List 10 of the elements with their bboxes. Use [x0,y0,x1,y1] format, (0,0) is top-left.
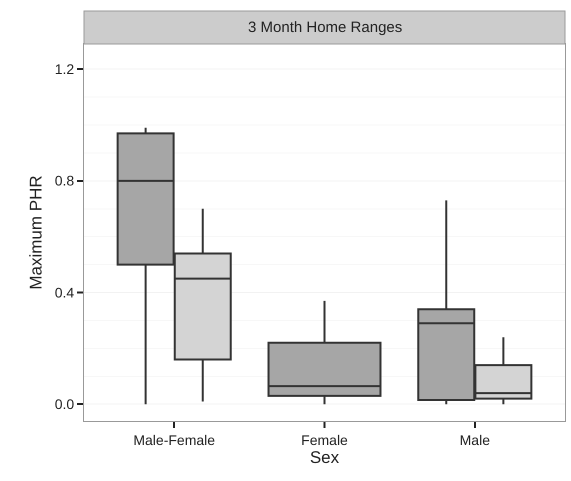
y-axis-title: Maximum PHR [26,175,46,290]
y-tick-label: 0.0 [54,396,74,412]
y-tick-label: 1.2 [54,61,74,78]
x-axis-title: Sex [310,448,340,467]
x-tick-label: Male-Female [133,432,216,448]
x-tick-label: Female [301,432,348,448]
y-tick-label: 0.8 [54,172,74,189]
x-tick-label: Male [460,432,490,448]
chart-title: 3 Month Home Ranges [248,19,402,36]
y-tick-label: 0.4 [54,284,74,300]
